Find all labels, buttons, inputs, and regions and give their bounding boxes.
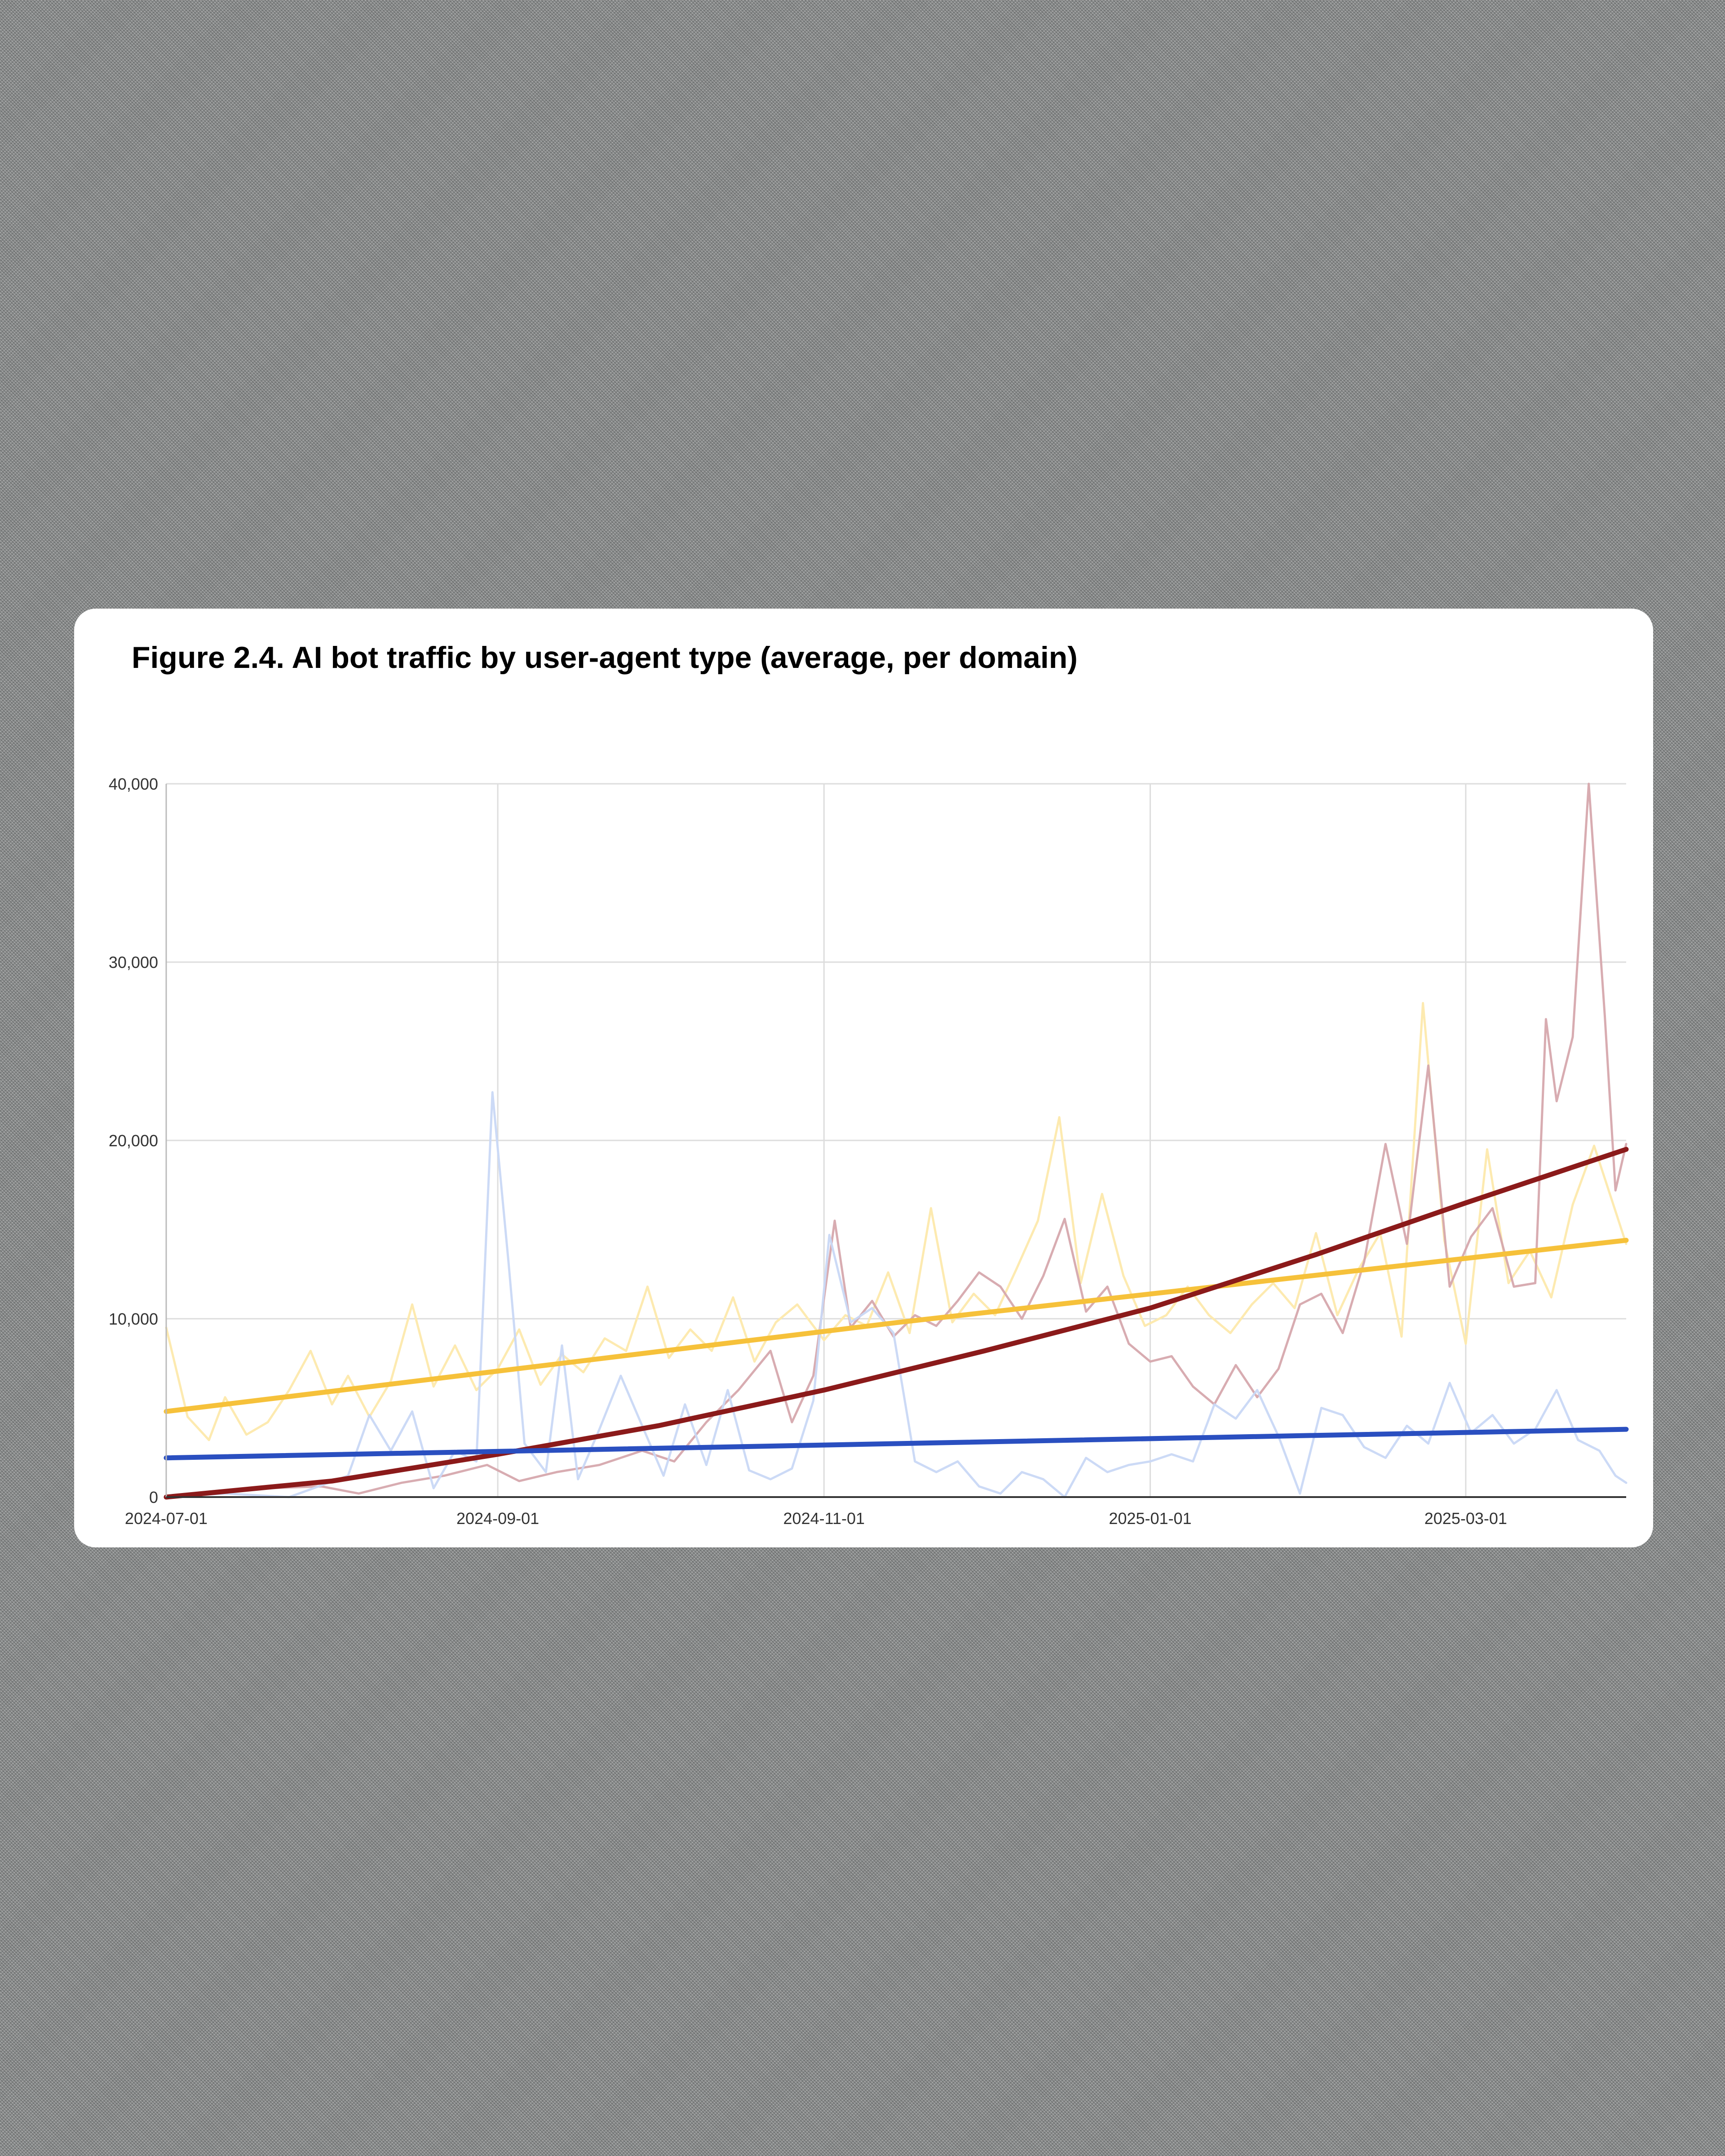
x-tick-label: 2025-01-01 [1109, 1509, 1191, 1528]
tick-labels: 0 10,000 20,000 30,000 40,000 2024-07-01 2024-… [109, 775, 1507, 1528]
series-line-0 [165, 1002, 1628, 1441]
axes [165, 784, 1626, 1498]
y-tick-label: 40,000 [109, 775, 158, 793]
trend-line-3 [164, 1237, 1629, 1414]
series-line-1 [165, 782, 1628, 1498]
y-tick-label: 10,000 [109, 1310, 158, 1328]
gridlines [166, 783, 1626, 1497]
x-tick-label: 2024-07-01 [125, 1509, 208, 1528]
chart-title: Figure 2.4. AI bot traffic by user-agent… [132, 641, 1078, 675]
trend-line-5 [164, 1427, 1629, 1461]
y-tick-label: 20,000 [109, 1131, 158, 1150]
x-tick-label: 2024-09-01 [456, 1509, 539, 1528]
y-tick-label: 0 [149, 1488, 158, 1507]
y-tick-label: 30,000 [109, 953, 158, 972]
series-lines [164, 782, 1629, 1500]
series-line-2 [165, 1091, 1628, 1498]
x-tick-label: 2024-11-01 [783, 1509, 865, 1528]
x-tick-label: 2025-03-01 [1424, 1509, 1507, 1528]
trend-line-4 [164, 1147, 1629, 1500]
chart-card: Figure 2.4. AI bot traffic by user-agent… [74, 609, 1653, 1547]
line-chart: 0 10,000 20,000 30,000 40,000 2024-07-01 2024-… [109, 775, 1629, 1528]
